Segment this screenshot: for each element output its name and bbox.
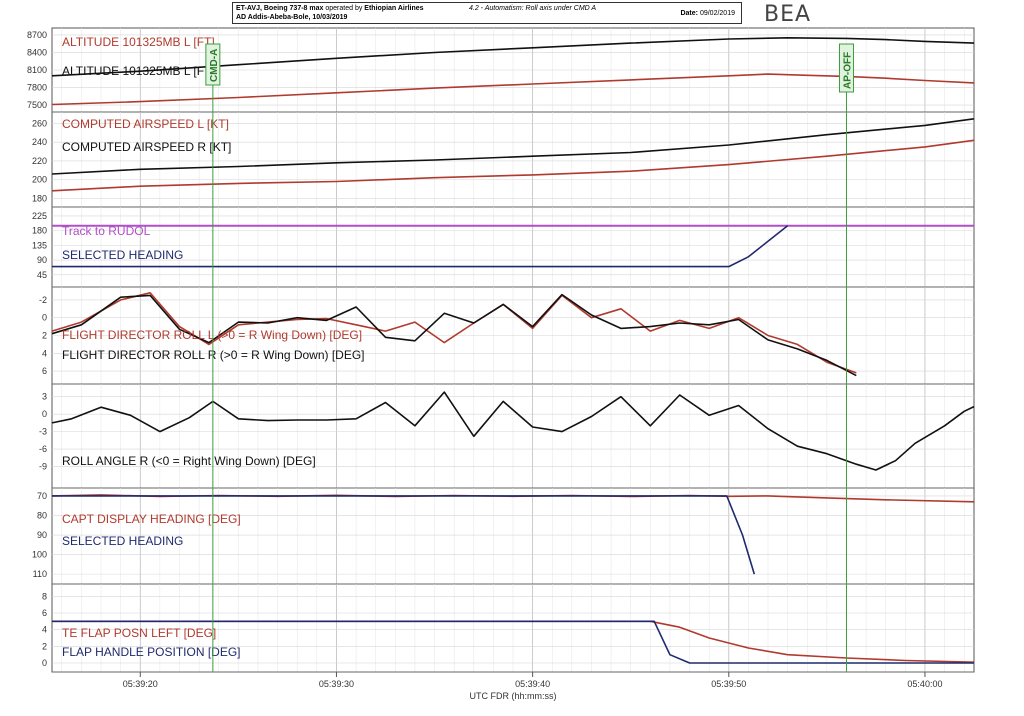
y-tick-label: 6 (42, 608, 47, 618)
marker-label: AP-OFF (842, 52, 853, 89)
y-tick-label: 0 (42, 658, 47, 668)
y-tick-label: 0 (42, 409, 47, 419)
date-label: Date: (680, 10, 698, 17)
y-tick-label: 8700 (27, 30, 47, 40)
y-tick-label: 135 (32, 240, 47, 250)
series-label: FLIGHT DIRECTOR ROLL L (>0 = R Wing Down… (62, 328, 362, 342)
y-tick-label: 225 (32, 211, 47, 221)
series-line-heading-1 (52, 225, 789, 268)
x-axis-label: UTC FDR (hh:mm:ss) (470, 691, 557, 701)
y-tick-label: 7800 (27, 83, 47, 93)
panel-airspeed: 260 240 220 200 180 COMPUTED AIRSPEED L [KT] C… (32, 112, 975, 208)
panel-altitude: 8700 8400 8100 7800 7500 ALTITUDE 101325MB L … (27, 28, 975, 113)
series-label: TE FLAP POSN LEFT [DEG] (62, 626, 216, 640)
y-tick-label: 7500 (27, 100, 47, 110)
series-label: FLAP HANDLE POSITION [DEG] (62, 645, 241, 659)
chart-header-box: ET-AVJ, Boeing 737-8 max operated by Eth… (232, 2, 742, 24)
y-tick-label: 90 (37, 255, 47, 265)
series-line-flaps-1 (52, 620, 974, 664)
y-tick-label: -9 (39, 462, 47, 472)
y-tick-label: 260 (32, 118, 47, 128)
series-line-airspeed-1 (51, 118, 975, 175)
series-label: ALTITUDE 101325MB L [FT] (62, 35, 215, 49)
y-tick-label: 240 (32, 137, 47, 147)
date-value: 09/02/2019 (699, 10, 735, 17)
bea-logo: BEA (764, 2, 812, 27)
y-tick-label: 80 (37, 510, 47, 520)
series-label: Track to RUDOL (62, 224, 151, 238)
series-line-capt_heading-1 (52, 495, 756, 575)
y-tick-label: 4 (42, 348, 47, 358)
series-line-flaps-0 (52, 620, 975, 663)
header-line-1: ET-AVJ, Boeing 737-8 max operated by Eth… (236, 4, 424, 13)
series-label: SELECTED HEADING (62, 534, 183, 548)
y-tick-label: 6 (42, 366, 47, 376)
panel-capt_heading: 70 80 90 100 110 CAPT DISPLAY HEADING [DEG] SE… (32, 488, 975, 585)
y-tick-label: 180 (32, 226, 47, 236)
y-tick-label: 110 (33, 569, 47, 579)
y-tick-label: 8 (42, 591, 47, 601)
series-label: ALTITUDE 101325MB L [FT] (62, 64, 215, 78)
x-tick-label: 05:40:00 (907, 679, 942, 689)
y-tick-label: 2 (42, 331, 47, 341)
operated-by-text: operated by (325, 5, 363, 12)
y-tick-label: 70 (37, 491, 47, 501)
panel-roll_angle: 3 0 -3 -6 -9 ROLL ANGLE R (<0 = Right Wing Do… (39, 384, 975, 489)
aircraft-label: ET-AVJ, Boeing 737-8 max (236, 5, 324, 12)
x-tick-label: 05:39:20 (123, 679, 158, 689)
y-tick-label: 4 (42, 625, 47, 635)
y-tick-label: 200 (32, 175, 47, 185)
x-tick-label: 05:39:50 (711, 679, 746, 689)
series-label: COMPUTED AIRSPEED R [KT] (62, 140, 231, 154)
y-tick-label: 90 (37, 530, 47, 540)
y-tick-label: 100 (32, 550, 47, 560)
x-tick-label: 05:39:40 (515, 679, 550, 689)
panel-heading: 225 180 135 90 45 Track to RUDOL SELECTED HEAD… (32, 207, 974, 288)
x-tick-label: 05:39:30 (319, 679, 354, 689)
y-tick-label: 0 (42, 313, 47, 323)
y-tick-label: -3 (39, 427, 47, 437)
y-tick-label: 180 (32, 193, 47, 203)
series-label: SELECTED HEADING (62, 248, 183, 262)
series-line-fd_roll-1 (51, 293, 857, 377)
series-label: CAPT DISPLAY HEADING [DEG] (62, 512, 241, 526)
series-line-altitude-1 (51, 36, 975, 77)
y-tick-label: 3 (42, 392, 47, 402)
panel-flaps: 8 6 4 2 0 TE FLAP POSN LEFT [DEG] FLAP HANDLE … (42, 584, 975, 673)
route-label: AD Addis-Abeba-Bole, 10/03/2019 (236, 14, 348, 21)
section-title: 4.2 - Automatism: Roll axis under CMD A (469, 5, 597, 12)
series-label: COMPUTED AIRSPEED L [KT] (62, 117, 229, 131)
y-tick-label: -2 (39, 295, 47, 305)
date-block: Date: 09/02/2019 (680, 9, 735, 18)
operator-label: Ethiopian Airlines (364, 5, 424, 12)
y-tick-label: 220 (32, 156, 47, 166)
marker-box (205, 43, 221, 86)
series-line-altitude-0 (51, 73, 975, 106)
y-tick-label: 2 (42, 641, 47, 651)
y-tick-label: 45 (37, 270, 47, 280)
series-line-airspeed-0 (51, 139, 975, 192)
series-label: ROLL ANGLE R (<0 = Right Wing Down) [DEG… (62, 454, 316, 468)
panel-fd_roll: -2 0 2 4 6 FLIGHT DIRECTOR ROLL L (>0 = R Win… (39, 287, 974, 385)
y-tick-label: 8100 (27, 65, 47, 75)
marker-box (838, 43, 854, 93)
marker-label: CMD-A (209, 49, 220, 82)
y-tick-label: 8400 (27, 47, 47, 57)
y-tick-label: -6 (39, 444, 47, 454)
series-line-roll_angle-0 (51, 391, 975, 471)
